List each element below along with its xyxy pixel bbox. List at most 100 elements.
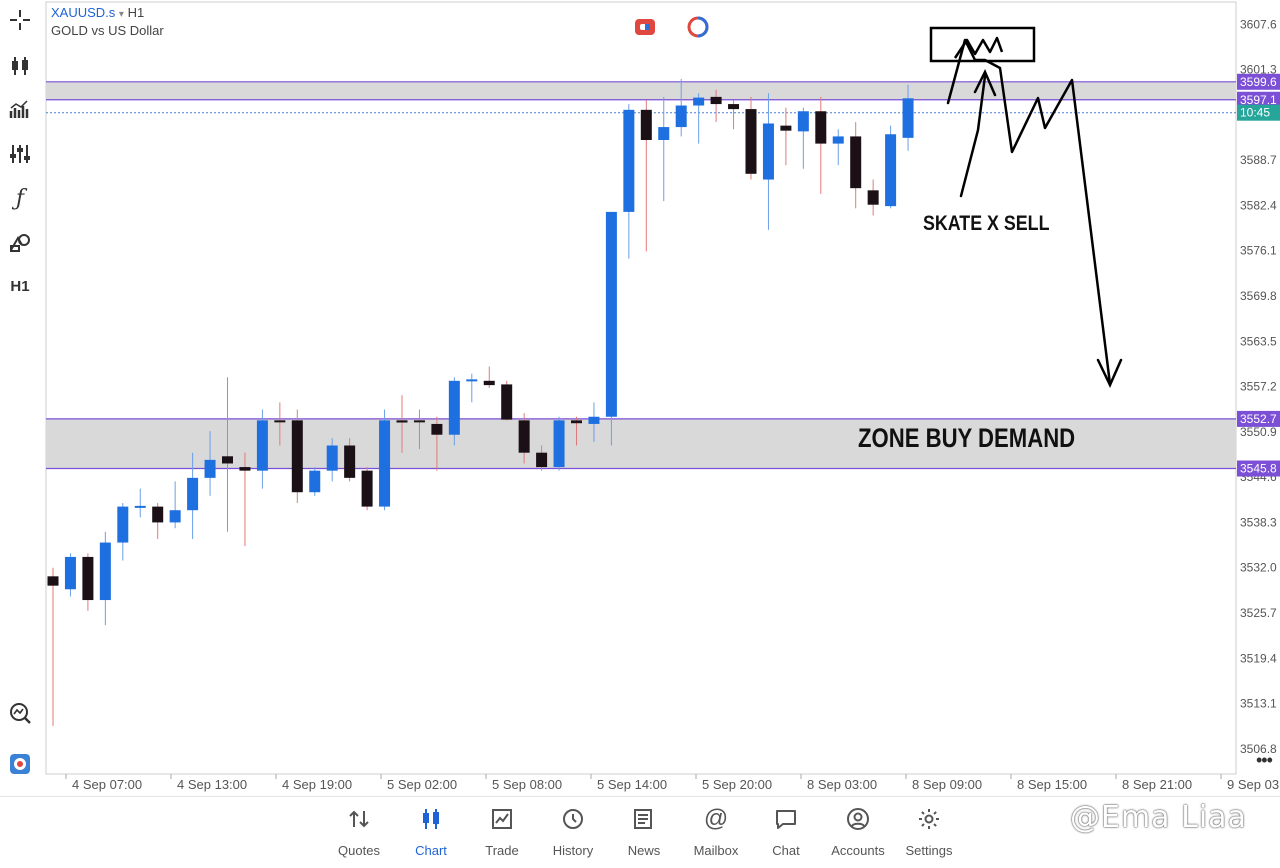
candle [204,431,216,496]
candle [361,467,373,511]
candle [588,402,600,442]
demand-annotation: ZONE BUY DEMAND [858,424,1075,454]
nav-trade[interactable]: Trade [466,805,538,858]
candle-body [518,420,530,453]
candle [518,413,530,464]
candle [658,96,670,202]
nav-mailbox[interactable]: @ Mailbox [680,805,752,858]
price-level-tag[interactable]: 3597.1 [1237,91,1280,108]
price-tick: 3506.8 [1240,742,1277,756]
candle-body [239,467,251,471]
candle-body [82,556,94,601]
candle-body [605,211,617,417]
nav-news[interactable]: News [608,805,680,858]
candle-body [274,420,286,423]
symbol-description: GOLD vs US Dollar [51,23,164,38]
candle-body [867,190,879,205]
candle [850,122,862,209]
candle [187,452,199,539]
crosshair-icon[interactable] [5,5,35,35]
candle-body [291,420,303,493]
price-tick: 3588.7 [1240,153,1277,167]
sell-zone[interactable] [46,81,1236,100]
candle-body [396,420,408,423]
one-click-trading-icon[interactable] [634,16,656,38]
candle [867,179,879,216]
candle-body [134,505,146,508]
candle [815,96,827,194]
candle-body [256,420,268,471]
trading-app-icon[interactable] [5,749,35,779]
function-icon[interactable]: ƒ [15,185,25,211]
nav-chart[interactable]: Chart [395,805,467,858]
candle [797,107,809,169]
buy-demand-zone[interactable] [46,418,1236,469]
price-level-tag[interactable]: 3552.7 [1237,410,1280,427]
time-tick: 5 Sep 14:00 [597,777,667,792]
candle-body [623,109,635,212]
candle-body [536,452,548,468]
price-level-tag-label: 3552.7 [1240,412,1277,426]
quotes-icon [323,805,395,833]
price-level-tag-label: 3545.8 [1240,462,1277,476]
more-options-icon[interactable]: ••• [1256,750,1273,770]
candle-body [117,506,129,543]
nav-trade-label: Trade [485,843,519,858]
zoom-analytics-icon[interactable] [5,698,35,728]
nav-quotes[interactable]: Quotes [323,805,395,858]
price-tick: 3576.1 [1240,244,1277,258]
objects-icon[interactable] [5,227,35,257]
candle-body [431,423,443,435]
price-level-tag[interactable]: 3599.6 [1237,73,1280,90]
time-tick: 4 Sep 07:00 [72,777,142,792]
trade-icon [466,805,538,833]
candle-body [815,111,827,144]
chart-type-icon[interactable] [5,51,35,81]
hand-drawn-forecast [929,26,1123,388]
candle-body [169,510,181,523]
candle-body [309,470,321,493]
price-level-tag[interactable]: 10:45 [1237,104,1280,121]
candle [623,104,635,259]
candle-body [448,380,460,435]
history-icon [537,805,609,833]
time-tick: 8 Sep 21:00 [1122,777,1192,792]
settings-sliders-icon[interactable] [5,139,35,169]
nav-chat[interactable]: Chat [750,805,822,858]
indicators-icon[interactable] [5,95,35,125]
price-tick: 3550.9 [1240,425,1277,439]
candle [64,553,76,597]
candle-body [47,576,59,586]
price-tick: 3557.2 [1240,380,1277,394]
nav-settings[interactable]: Settings [893,805,965,858]
candle-body [588,416,600,424]
nav-settings-label: Settings [905,843,953,858]
nav-history[interactable]: History [537,805,609,858]
nav-history-label: History [552,843,594,858]
timeframe-button[interactable]: H1 [10,277,30,295]
time-tick: 8 Sep 03:00 [807,777,877,792]
nav-news-label: News [627,843,661,858]
candle-body [710,96,722,105]
candle [82,553,94,611]
price-level-tag[interactable]: 3545.8 [1237,460,1280,477]
candle-body [483,380,495,386]
nav-quotes-label: Quotes [338,843,380,858]
price-tick: 3532.0 [1240,561,1277,575]
nav-accounts[interactable]: Accounts [822,805,894,858]
price-tick: 3538.3 [1240,515,1277,529]
symbol-dropdown-icon[interactable]: ▾ [118,9,124,20]
symbol-info[interactable]: XAUUSD.s ▾ H1 GOLD vs US Dollar [51,5,164,39]
price-chart[interactable]: 3607.63601.33594.93588.73582.43576.13569… [0,0,1280,796]
candle [169,481,181,529]
symbol-name[interactable]: XAUUSD.s [51,5,116,20]
candle [483,366,495,388]
market-depth-icon[interactable] [687,16,709,38]
candle [239,452,251,547]
price-tick: 3607.6 [1240,17,1277,31]
up-arrow-stem [959,74,987,198]
price-tick: 3569.8 [1240,289,1277,303]
candle-body [413,420,425,423]
down-arrow-head [1096,358,1123,388]
candle [553,416,565,471]
